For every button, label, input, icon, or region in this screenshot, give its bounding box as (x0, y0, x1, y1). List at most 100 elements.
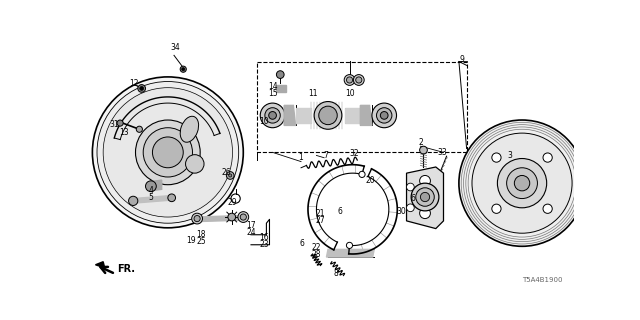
Text: 1: 1 (299, 153, 303, 162)
Polygon shape (406, 167, 444, 228)
Polygon shape (133, 196, 172, 203)
Bar (257, 61, 467, 152)
Circle shape (492, 153, 501, 162)
Circle shape (182, 68, 185, 71)
Text: 27: 27 (316, 216, 325, 225)
Text: 2: 2 (418, 138, 423, 147)
Circle shape (356, 77, 362, 83)
Text: 25: 25 (196, 237, 206, 246)
Text: 4: 4 (148, 186, 154, 195)
Circle shape (265, 108, 280, 123)
Circle shape (240, 214, 246, 220)
Polygon shape (345, 108, 360, 123)
Circle shape (228, 174, 232, 177)
Circle shape (136, 120, 200, 185)
Polygon shape (151, 180, 162, 191)
Circle shape (380, 112, 388, 119)
Text: 31: 31 (110, 120, 120, 129)
Text: 10: 10 (345, 89, 355, 98)
Polygon shape (284, 105, 296, 125)
Circle shape (136, 126, 143, 132)
Circle shape (97, 82, 239, 223)
Circle shape (180, 66, 186, 72)
Circle shape (420, 175, 431, 186)
Polygon shape (196, 215, 243, 222)
Circle shape (406, 183, 414, 191)
Text: 9: 9 (460, 55, 465, 64)
Circle shape (103, 88, 232, 217)
Circle shape (238, 212, 249, 222)
Text: 18: 18 (196, 230, 205, 239)
Text: 22: 22 (312, 243, 321, 252)
Circle shape (353, 75, 364, 85)
Polygon shape (296, 108, 311, 123)
Text: 19: 19 (186, 236, 196, 245)
Polygon shape (326, 249, 374, 257)
Text: 11: 11 (308, 89, 317, 98)
Text: 30: 30 (396, 207, 406, 216)
Circle shape (372, 103, 397, 128)
Circle shape (269, 112, 276, 119)
Circle shape (497, 158, 547, 208)
Circle shape (416, 188, 435, 206)
Text: T5A4B1900: T5A4B1900 (522, 277, 563, 283)
Text: 26: 26 (221, 168, 231, 177)
Circle shape (228, 213, 236, 221)
Circle shape (227, 172, 234, 179)
Circle shape (168, 194, 175, 202)
Circle shape (314, 101, 342, 129)
Circle shape (186, 155, 204, 173)
Text: 16: 16 (259, 233, 269, 242)
Circle shape (117, 120, 123, 126)
Polygon shape (360, 105, 372, 125)
Text: 32: 32 (349, 149, 359, 158)
Circle shape (276, 71, 284, 78)
Text: 6: 6 (410, 194, 415, 203)
Text: 28: 28 (312, 250, 321, 259)
Circle shape (543, 153, 552, 162)
Text: 20: 20 (365, 176, 375, 185)
Text: 23: 23 (259, 240, 269, 249)
Circle shape (319, 106, 337, 124)
Circle shape (143, 128, 193, 177)
Text: 15: 15 (268, 89, 277, 98)
Circle shape (138, 84, 145, 92)
Text: 6: 6 (300, 239, 304, 249)
Circle shape (145, 181, 156, 192)
Text: 8: 8 (333, 269, 338, 278)
Circle shape (406, 204, 414, 212)
Circle shape (459, 120, 585, 246)
Circle shape (543, 204, 552, 213)
Circle shape (359, 171, 365, 178)
Text: 21: 21 (316, 210, 325, 219)
Text: 5: 5 (148, 193, 154, 202)
Circle shape (346, 242, 353, 248)
Circle shape (344, 75, 355, 85)
Text: 17: 17 (246, 221, 256, 230)
Circle shape (472, 133, 572, 233)
Text: 10: 10 (259, 117, 269, 126)
Circle shape (194, 215, 200, 222)
Circle shape (507, 168, 538, 198)
Circle shape (515, 175, 530, 191)
Ellipse shape (180, 116, 198, 142)
Circle shape (411, 183, 439, 211)
Text: 13: 13 (119, 128, 129, 137)
Text: 6: 6 (337, 207, 342, 216)
Circle shape (420, 208, 431, 219)
Text: 14: 14 (268, 82, 277, 91)
Circle shape (92, 77, 243, 228)
Text: 24: 24 (246, 228, 256, 237)
Circle shape (376, 108, 392, 123)
Circle shape (420, 192, 429, 202)
Circle shape (260, 103, 285, 128)
Circle shape (492, 204, 501, 213)
Text: 29: 29 (228, 198, 237, 207)
Polygon shape (276, 84, 285, 92)
Circle shape (346, 77, 353, 83)
Circle shape (140, 86, 143, 90)
Circle shape (420, 146, 428, 154)
Text: 34: 34 (171, 43, 180, 52)
Circle shape (192, 213, 202, 224)
Text: 33: 33 (437, 148, 447, 157)
